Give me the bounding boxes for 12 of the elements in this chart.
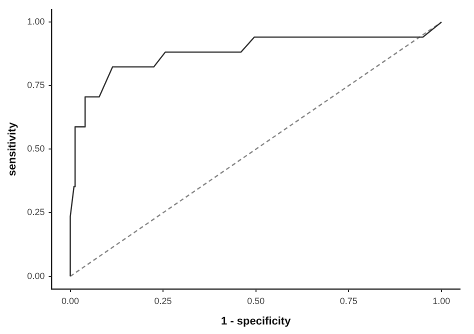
y-tick-label: 0.75 xyxy=(27,80,45,90)
x-tick-label: 0.25 xyxy=(154,296,172,306)
y-tick-label: 1.00 xyxy=(27,16,45,27)
x-tick-label: 0.50 xyxy=(247,296,265,306)
y-axis-title: sensitivity xyxy=(6,121,19,176)
y-tick-label: 0.25 xyxy=(27,207,45,218)
x-tick-label: 0.75 xyxy=(340,296,358,306)
y-tick-label: 0.00 xyxy=(27,270,45,281)
x-tick-label: 0.00 xyxy=(62,296,80,306)
x-axis-title: 1 - specificity xyxy=(221,315,292,328)
x-tick-label: 1.00 xyxy=(432,296,450,306)
y-tick-label: 0.50 xyxy=(27,144,45,154)
